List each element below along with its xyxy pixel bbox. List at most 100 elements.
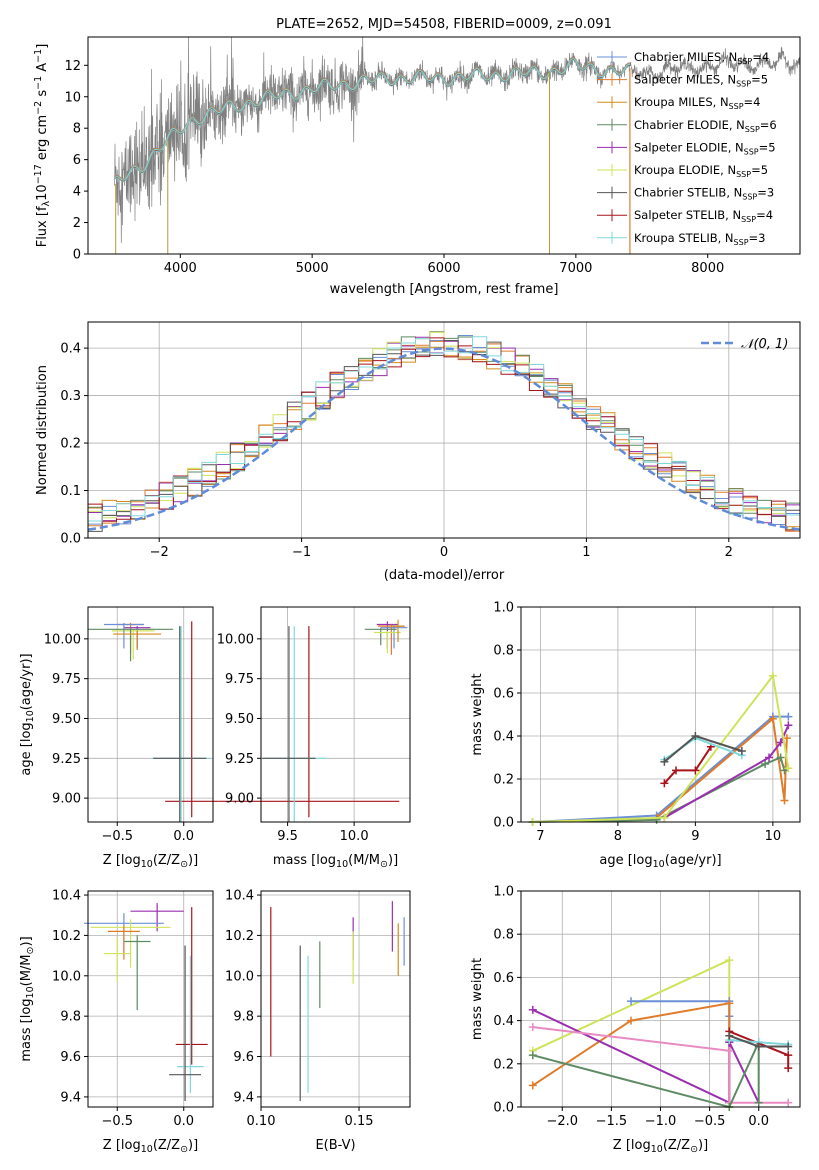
tick-label-y: 0.0: [493, 816, 514, 831]
tick-label-y: 9.50: [52, 712, 81, 727]
tick-label-y: 6: [73, 153, 81, 168]
tick-label-y: 10: [64, 90, 81, 105]
tick-label-y: 1.0: [493, 601, 514, 616]
tick-label-y: 4: [73, 185, 81, 200]
tick-label-y: 9.75: [52, 672, 81, 687]
legend-entry: Salpeter MILES, NSSP=5: [634, 73, 768, 89]
tick-label-y: 10.4: [52, 889, 81, 904]
tick-label-y: 9.50: [225, 712, 254, 727]
tick-label-x: 0.0: [748, 1114, 769, 1129]
axes-mass-vs-EBV: [260, 891, 410, 1107]
tick-label-x: 4000: [164, 261, 197, 276]
weight-series-line: [663, 724, 790, 819]
legend-entry: Kroupa STELIB, NSSP=3: [634, 231, 765, 247]
tick-label-y: 9.8: [60, 1010, 81, 1025]
tick-label-x: 10.0: [340, 829, 369, 844]
tick-label-x: 2: [725, 545, 733, 560]
tick-label-x: 7: [536, 829, 544, 844]
x-axis-label: Z [log10(Z/Z⊙)]: [613, 1138, 708, 1155]
legend-entry: Salpeter STELIB, NSSP=4: [634, 208, 773, 224]
tick-label-y: 10.4: [225, 889, 254, 904]
tick-label-y: 0.6: [493, 971, 514, 986]
x-axis-label: Z [log10(Z/Z⊙)]: [103, 853, 198, 870]
tick-label-y: 10.00: [44, 632, 81, 647]
weight-series-line: [532, 1008, 760, 1105]
tick-label-y: 0.2: [493, 773, 514, 788]
tick-label-x: 0: [440, 545, 448, 560]
tick-label-y: 9.25: [52, 752, 81, 767]
tick-label-y: 9.00: [52, 792, 81, 807]
tick-label-x: 8000: [691, 261, 724, 276]
tick-label-y: 10.2: [52, 929, 81, 944]
tick-label-x: −1: [292, 545, 311, 560]
model-spectrum-line: [114, 58, 630, 181]
weight-series-line: [532, 1041, 760, 1109]
legend-entry: Chabrier STELIB, NSSP=3: [634, 186, 774, 202]
weight-vs-age-plot: [528, 671, 793, 826]
tick-label-x: −2.0: [546, 1114, 578, 1129]
figure-title: PLATE=2652, MJD=54508, FIBERID=0009, z=0…: [276, 17, 612, 32]
weight-series-line: [532, 673, 790, 823]
tick-label-y: 10.00: [217, 632, 254, 647]
tick-label-y: 0.2: [60, 437, 81, 452]
tick-label-y: 10.0: [52, 969, 81, 984]
legend-entry: Chabrier MILES, NSSP=4: [634, 50, 769, 66]
tick-label-y: 9.4: [60, 1090, 81, 1105]
tick-label-x: −0.5: [101, 1114, 133, 1129]
tick-label-x: −0.5: [101, 829, 133, 844]
tick-label-y: 9.6: [233, 1050, 254, 1065]
y-axis-label: age [log10(age/yr)]: [19, 653, 36, 775]
weight-vs-Z-plot: [528, 956, 793, 1111]
x-axis-label: mass [log10(M/M⊙)]: [273, 853, 398, 870]
x-axis-label: E(B-V): [315, 1138, 355, 1153]
tick-label-y: 0.0: [60, 532, 81, 547]
tick-label-y: 9.25: [225, 752, 254, 767]
x-axis-label: Z [log10(Z/Z⊙)]: [103, 1138, 198, 1155]
x-axis-label: age [log10(age/yr)]: [599, 853, 721, 870]
histogram-series: [88, 336, 800, 525]
tick-label-y: 0.6: [493, 687, 514, 702]
frame-age-vs-Z: [87, 606, 214, 823]
tick-label-y: 0.8: [493, 644, 514, 659]
tick-label-y: 0.4: [493, 730, 514, 745]
tick-label-y: 0.2: [493, 1057, 514, 1072]
tick-label-x: −1.0: [645, 1114, 677, 1129]
tick-label-x: 8: [614, 829, 622, 844]
tick-label-y: 0.3: [60, 389, 81, 404]
tick-label-y: 9.75: [225, 672, 254, 687]
frame-mass-vs-EBV: [260, 890, 411, 1108]
tick-label-x: 0.15: [345, 1114, 374, 1129]
axes-age-vs-mass: [261, 607, 410, 822]
tick-label-y: 10.0: [225, 969, 254, 984]
tick-label-x: −2: [150, 545, 169, 560]
tick-label-x: −0.5: [694, 1114, 726, 1129]
tick-label-x: 5000: [296, 261, 329, 276]
tick-label-y: 2: [73, 216, 81, 231]
tick-label-x: 0.0: [173, 829, 194, 844]
weight-series-line: [655, 716, 788, 819]
spectrum-plot: [114, 37, 800, 254]
mass-vs-Z-plot: [84, 903, 208, 1101]
tick-label-y: 9.4: [233, 1090, 254, 1105]
tick-label-x: 10: [765, 829, 782, 844]
tick-label-x: −1.5: [596, 1114, 628, 1129]
y-axis-label: mass weight: [470, 673, 485, 755]
tick-label-y: 0.0: [493, 1101, 514, 1116]
y-axis-label: mass weight: [470, 958, 485, 1040]
model-spectrum-line: [114, 59, 630, 183]
tick-label-y: 9.8: [233, 1010, 254, 1025]
legend-entry: Salpeter ELODIE, NSSP=5: [634, 140, 776, 156]
tick-label-x: 0.0: [173, 1114, 194, 1129]
x-axis-label: wavelength [Angstrom, rest frame]: [330, 282, 559, 297]
tick-label-x: 1: [582, 545, 590, 560]
tick-label-x: 7000: [559, 261, 592, 276]
frame-mass-vs-Z: [87, 890, 214, 1108]
histogram-plot: [88, 331, 800, 534]
axes-weight-vs-age: [521, 606, 800, 823]
legend-entry: Kroupa ELODIE, NSSP=5: [634, 163, 768, 179]
age-vs-mass-plot: [218, 619, 408, 822]
legend-entry: 𝒩(0, 1): [741, 337, 788, 352]
tick-label-y: 0: [73, 248, 81, 263]
legend: Chabrier MILES, NSSP=4 Salpeter MILES, NS…: [597, 50, 777, 247]
frame-weight-vs-age: [520, 606, 801, 823]
